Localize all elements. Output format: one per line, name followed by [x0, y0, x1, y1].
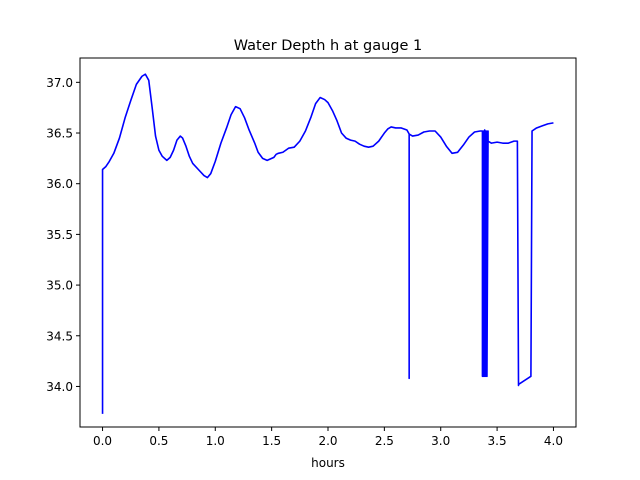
x-tick-label: 1.5 [262, 434, 281, 448]
x-tick-label: 2.0 [318, 434, 337, 448]
y-axis-ticks: 34.0 34.5 35.0 35.5 36.0 36.5 37.0 [46, 76, 80, 394]
y-tick-label: 34.5 [46, 329, 73, 343]
chart-title: Water Depth h at gauge 1 [234, 38, 422, 54]
y-tick-label: 35.0 [46, 279, 73, 293]
x-tick-label: 4.0 [544, 434, 563, 448]
y-tick-label: 36.0 [46, 177, 73, 191]
x-tick-label: 0.5 [149, 434, 168, 448]
y-tick-label: 36.5 [46, 127, 73, 141]
plot-area [101, 73, 554, 414]
x-tick-label: 2.5 [375, 434, 394, 448]
x-axis-label: hours [311, 456, 345, 470]
x-tick-label: 0.0 [93, 434, 112, 448]
x-tick-label: 1.0 [206, 434, 225, 448]
x-axis-ticks: 0.0 0.5 1.0 1.5 2.0 2.5 3.0 3.5 4.0 [93, 427, 563, 448]
y-tick-label: 34.0 [46, 380, 73, 394]
y-tick-label: 37.0 [46, 76, 73, 90]
axes-frame [79, 57, 577, 428]
x-tick-label: 3.0 [431, 434, 450, 448]
x-tick-label: 3.5 [488, 434, 507, 448]
y-tick-label: 35.5 [46, 228, 73, 242]
series-line-0 [101, 73, 554, 414]
